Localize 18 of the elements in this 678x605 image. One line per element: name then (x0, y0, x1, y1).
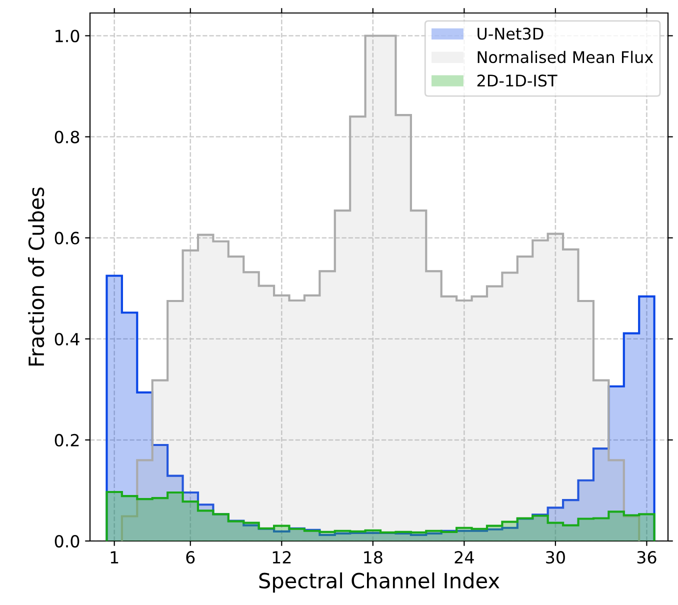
x-tick-label: 6 (186, 551, 195, 564)
x-tick-label: 36 (637, 551, 656, 564)
x-tick-label: 18 (364, 551, 382, 564)
legend-label: Normalised Mean Flux (478, 50, 654, 64)
y-tick-label: 0.6 (54, 232, 80, 244)
y-tick-label: 0.4 (54, 332, 80, 346)
y-axis-title: Fraction of Cubes (28, 187, 44, 366)
y-tick-label: 0.2 (54, 434, 79, 447)
x-axis-title: Spectral Channel Index (259, 572, 500, 593)
legend-label: U-Net3D (478, 28, 544, 40)
x-tick-label: 1 (110, 551, 118, 564)
x-tick-label: 30 (546, 551, 565, 564)
legend-label: 2D-1D-IST (477, 74, 558, 87)
y-tick-label: 0.0 (54, 534, 80, 548)
y-tick-label: 0.8 (54, 130, 80, 144)
y-tick-label: 1.0 (56, 30, 80, 42)
x-tick-label: 12 (272, 551, 291, 564)
x-tick-label: 24 (454, 551, 474, 564)
